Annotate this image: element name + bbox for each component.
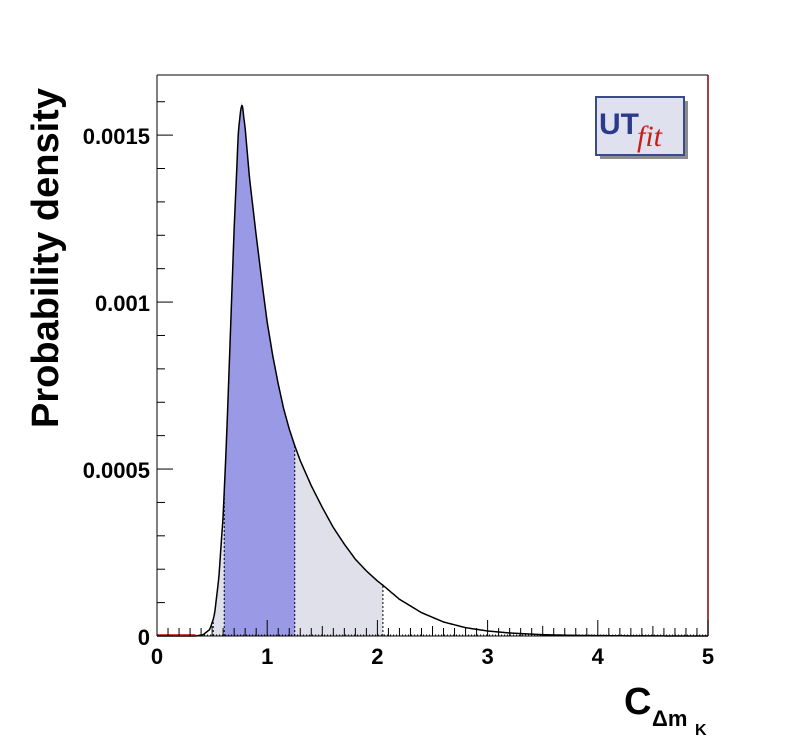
x-tick-label: 4 xyxy=(592,644,605,669)
y-tick-label: 0.001 xyxy=(95,291,150,316)
x-tick-label: 2 xyxy=(371,644,383,669)
y-tick-labels: 0 0.0005 0.001 0.0015 xyxy=(83,124,150,650)
interval-fills xyxy=(213,101,383,637)
x-axis-title-sub: Δm xyxy=(652,706,687,731)
y-axis-title: Probability density xyxy=(25,88,67,428)
y-tick-label: 0 xyxy=(138,625,150,650)
y-tick-label: 0.0005 xyxy=(83,458,150,483)
logo-box xyxy=(595,96,685,156)
x-tick-label: 3 xyxy=(481,644,493,669)
x-tick-label: 1 xyxy=(261,644,273,669)
x-tick-labels: 0 1 2 3 4 5 xyxy=(151,644,714,669)
x-axis-title: C Δm K xyxy=(624,681,707,739)
x-axis-title-subsub: K xyxy=(695,722,707,739)
interval-fill-68pct xyxy=(224,101,295,636)
axis-ticks xyxy=(156,101,709,637)
x-tick-label: 0 xyxy=(151,644,163,669)
y-tick-label: 0.0015 xyxy=(83,124,150,149)
x-tick-label: 5 xyxy=(702,644,714,669)
x-axis-title-main: C xyxy=(624,681,651,723)
interval-edges xyxy=(201,445,708,636)
logo-ut-text: UT xyxy=(599,108,639,141)
logo-fit-text: fit xyxy=(637,120,663,153)
utfit-logo: UT fit xyxy=(595,96,688,159)
